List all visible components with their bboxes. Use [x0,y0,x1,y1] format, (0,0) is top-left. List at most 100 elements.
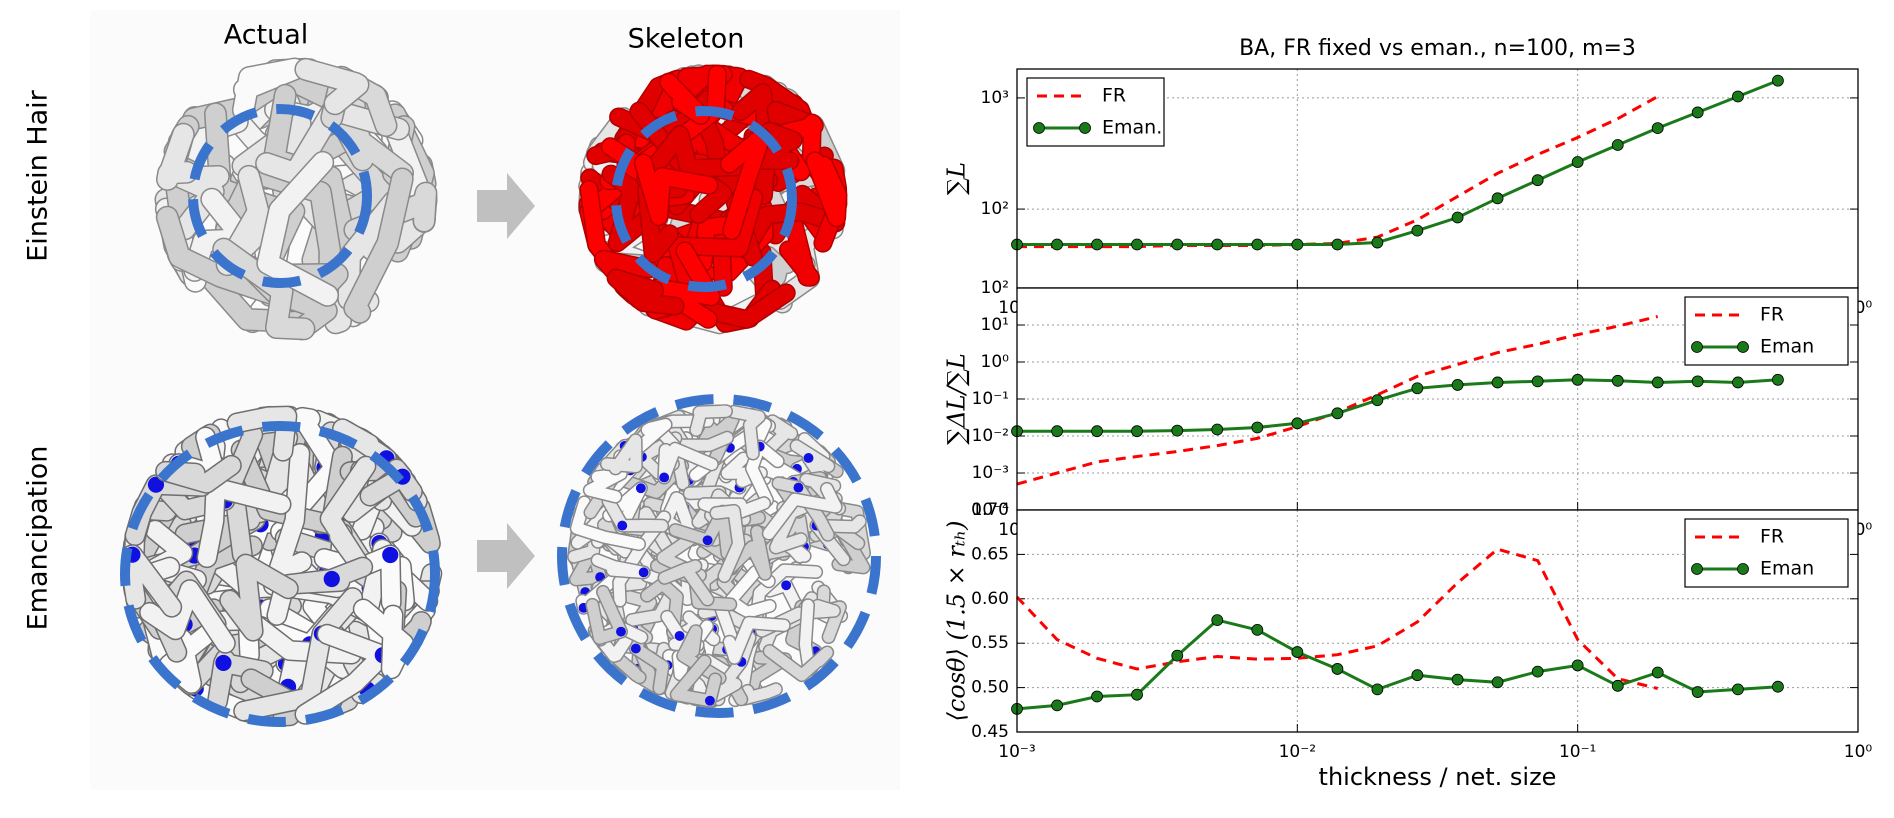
legend-marker [1737,563,1749,575]
legend-marker [1691,341,1703,353]
tube [233,59,305,120]
plot-frame [1016,509,1859,733]
tube [728,406,765,459]
data-point [1491,376,1504,389]
series-line [1015,547,1659,690]
tube [208,650,273,711]
tube [710,632,756,701]
column-label: Actual [224,20,309,51]
tube [123,545,181,617]
tube [737,203,844,258]
junction [215,654,232,672]
y-tick-label: 0.60 [971,589,1009,609]
legend-label: Eman [1760,558,1814,580]
data-point [1411,382,1424,395]
data-point [1251,238,1264,251]
highlight-circle [611,106,797,292]
y-tick-label: 10⁻² [972,426,1009,446]
column-label: Skeleton [628,24,745,55]
tube [344,169,413,323]
highlight-circle [557,394,881,718]
tube [660,74,709,124]
data-point [1371,394,1384,407]
junction [616,626,626,637]
tube [586,586,627,644]
highlight-circle [120,421,440,727]
row-label: Emancipation [23,446,54,631]
junction [635,483,646,494]
legend-label: Eman [1760,336,1814,358]
data-point [1291,646,1304,658]
junction [674,630,685,641]
data-point [1691,106,1704,119]
data-point [1211,614,1224,627]
data-point [1732,90,1744,103]
tube [659,560,713,605]
tube [780,208,819,286]
y-tick-label: 10⁰ [981,352,1010,372]
series-line [1016,618,1779,711]
data-point [1772,373,1784,386]
junction [659,472,670,483]
legend-label: FR [1760,304,1784,326]
data-point [1611,679,1624,692]
tube [268,444,311,583]
tube [807,152,846,226]
tube [140,580,235,653]
x-tick-label: 10⁰ [1844,742,1873,762]
tube [295,59,368,114]
data-point [1651,376,1664,389]
legend-marker [1079,122,1091,134]
tube [570,549,606,585]
data-point [1251,623,1264,636]
data-point [1611,139,1624,151]
data-point [1331,407,1344,420]
series-line [1017,79,1779,246]
legend-box [1684,296,1849,366]
tube [228,407,296,461]
y-tick-label: 10⁻⁴ [972,500,1010,520]
tube [571,496,645,550]
tube [658,443,718,483]
data-point [1611,374,1624,387]
tube [293,408,343,512]
tube [279,558,372,594]
data-point [1131,238,1143,251]
data-point [1411,224,1424,237]
x-tick-label: 10⁻¹ [1559,742,1596,762]
data-point [1331,238,1344,251]
tube [217,166,282,275]
y-tick-label: 10² [981,278,1009,298]
junction [147,476,165,493]
data-point [1091,425,1103,438]
junction [630,643,641,654]
tube [156,456,241,493]
y-axis-label: ∑ΔL/∑L [943,353,971,445]
data-point [1691,375,1704,388]
tube [690,405,732,436]
y-tick-label: 10⁻³ [972,463,1009,483]
data-point [1131,425,1143,438]
tube [157,124,197,190]
arrow [477,173,535,239]
legend-box [1684,518,1849,588]
data-point [1291,417,1304,430]
y-tick-label: 0.45 [971,722,1009,742]
data-point [1171,424,1184,437]
subplot: 10⁻³10⁻²10⁻¹10⁰10²10³FREman.BA, FR fixed… [943,36,1873,318]
data-point [1571,373,1584,386]
x-axis-label: thickness / net. size [1319,763,1557,791]
legend-label: FR [1760,526,1784,548]
tube [234,588,362,720]
junction [704,695,715,706]
data-point [1491,192,1504,205]
tube [592,554,650,578]
x-tick-label: 10⁻² [1279,742,1316,762]
tube [603,495,668,532]
legend-marker [1691,563,1703,575]
tube [723,526,771,580]
junction [781,580,792,591]
tube [321,457,375,573]
legend-box [1026,77,1165,147]
tube [601,434,642,474]
